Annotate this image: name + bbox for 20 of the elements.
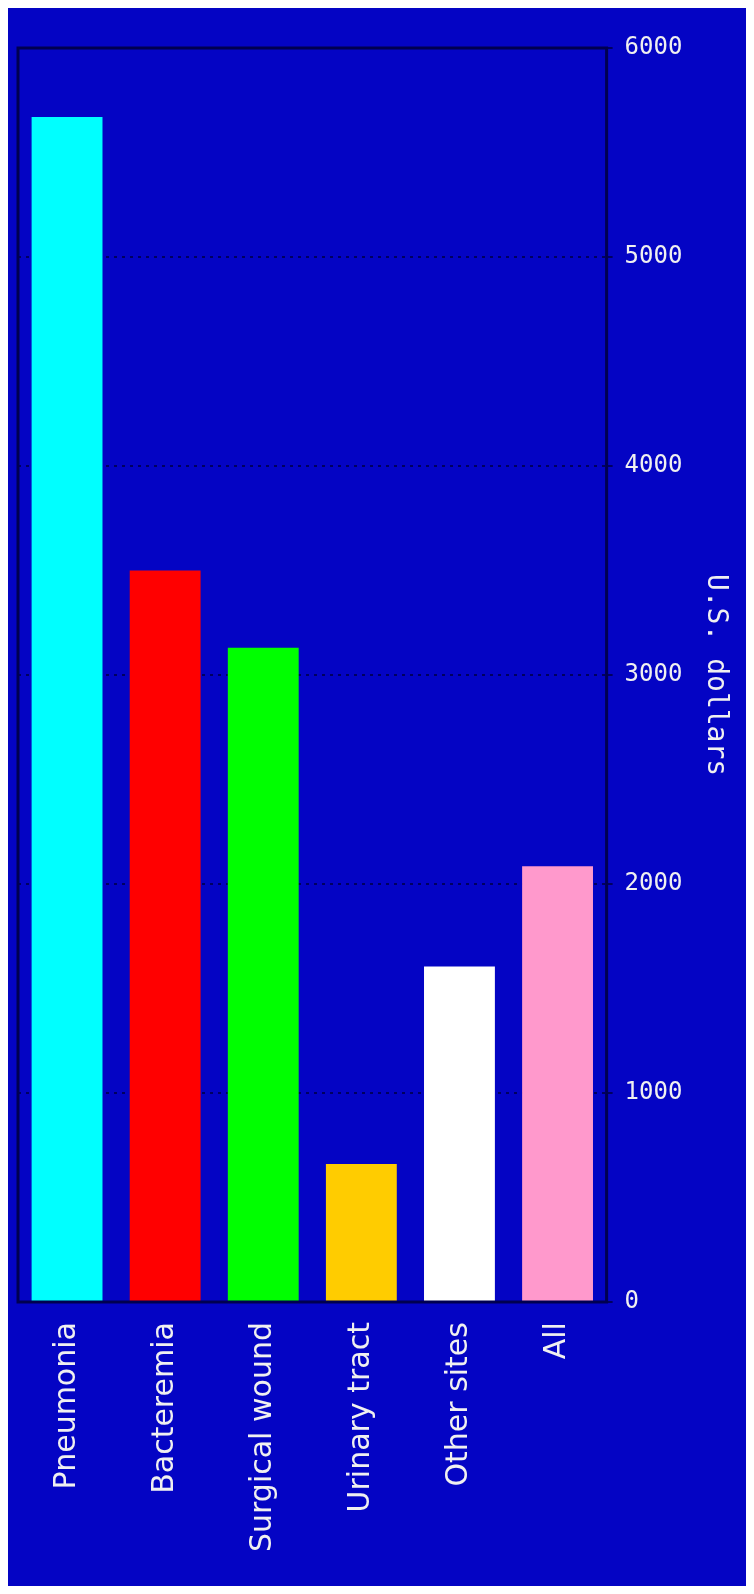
y-tick-label: 3000: [624, 659, 683, 688]
y-tick-label: 1000: [624, 1077, 683, 1106]
x-tick-label: Bacteremia: [144, 1322, 180, 1494]
x-tick-label: Urinary tract: [341, 1321, 377, 1513]
bar: [31, 116, 103, 1302]
y-tick-label: 2000: [624, 868, 683, 897]
bar: [129, 570, 201, 1302]
y-tick-label: 6000: [624, 32, 683, 61]
bar: [325, 1164, 397, 1302]
bar: [227, 647, 299, 1302]
y-tick-label: 5000: [624, 241, 683, 270]
x-tick-label: Pneumonia: [46, 1322, 82, 1490]
x-tick-label: Other sites: [439, 1322, 475, 1487]
y-tick-label: 4000: [624, 450, 683, 479]
y-tick-label: 0: [624, 1286, 640, 1315]
x-tick-label: All: [537, 1322, 573, 1360]
y-axis-title: U.S. dollars: [700, 573, 734, 777]
bar: [424, 966, 495, 1302]
bar: [522, 866, 593, 1302]
x-tick-label: Surgical wound: [243, 1322, 279, 1552]
